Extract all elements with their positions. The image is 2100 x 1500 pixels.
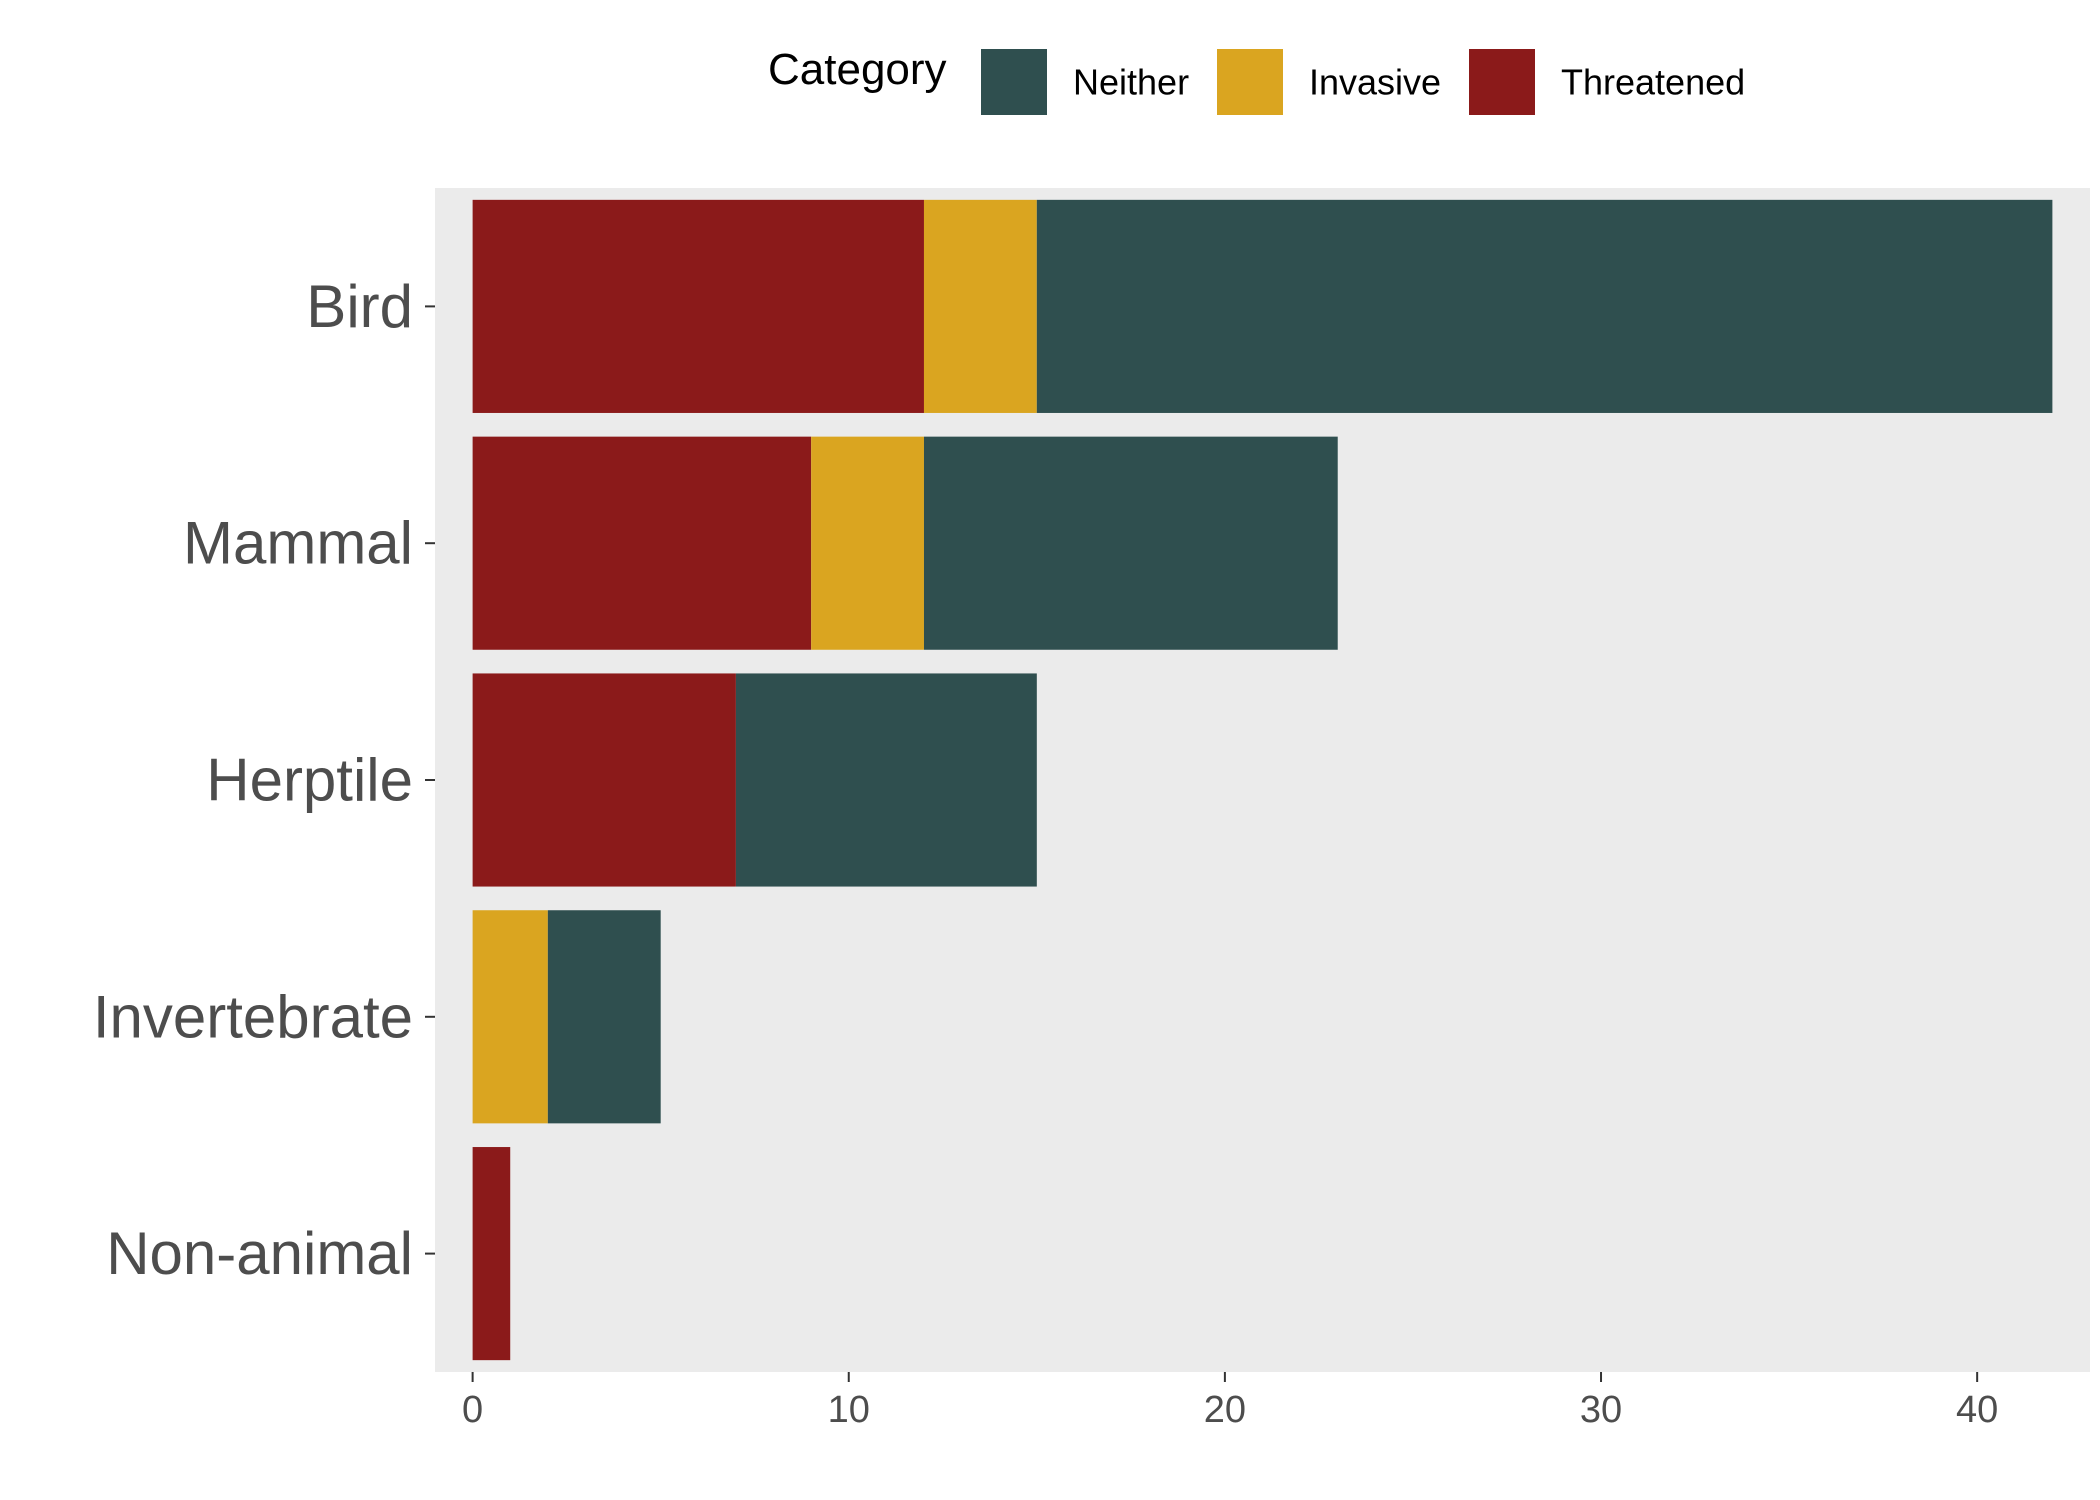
bar-mammal-threatened bbox=[472, 436, 812, 650]
bar-herptile-threatened bbox=[472, 673, 736, 887]
bar-invertebrate-neither bbox=[547, 910, 661, 1124]
bar-bird-invasive bbox=[923, 199, 1037, 413]
x-tick-label-10: 10 bbox=[828, 1389, 870, 1431]
bars bbox=[472, 199, 2053, 1361]
bar-bird-neither bbox=[1036, 199, 2053, 413]
bar-herptile-neither bbox=[735, 673, 1037, 887]
bar-mammal-invasive bbox=[811, 436, 924, 650]
y-tick-label-invertebrate: Invertebrate bbox=[93, 983, 413, 1050]
bar-invertebrate-invasive bbox=[472, 910, 548, 1124]
bar-bird-threatened bbox=[472, 199, 924, 413]
bar-non-animal-threatened bbox=[472, 1147, 511, 1361]
y-tick-label-herptile: Herptile bbox=[206, 747, 413, 814]
x-tick-label-40: 40 bbox=[1956, 1389, 1998, 1431]
y-tick-label-bird: Bird bbox=[306, 273, 413, 340]
bar-mammal-neither bbox=[923, 436, 1338, 650]
legend-key-threatened bbox=[1467, 47, 1537, 117]
legend-key-neither bbox=[979, 47, 1049, 117]
y-axis: Bird Mammal Herptile Invertebrate Non-animal bbox=[93, 273, 435, 1287]
legend: Category Neither Invasive Threatened bbox=[768, 45, 1745, 117]
x-tick-label-0: 0 bbox=[462, 1389, 483, 1431]
legend-key-invasive bbox=[1215, 47, 1285, 117]
legend-label-invasive: Invasive bbox=[1309, 62, 1441, 103]
y-tick-label-mammal: Mammal bbox=[183, 510, 413, 577]
legend-label-threatened: Threatened bbox=[1561, 62, 1745, 103]
y-tick-label-non-animal: Non-animal bbox=[106, 1220, 413, 1287]
legend-title: Category bbox=[768, 45, 947, 94]
legend-label-neither: Neither bbox=[1073, 62, 1189, 103]
x-tick-label-20: 20 bbox=[1204, 1389, 1246, 1431]
x-axis: 0 10 20 30 40 bbox=[462, 1372, 1998, 1431]
x-tick-label-30: 30 bbox=[1580, 1389, 1622, 1431]
